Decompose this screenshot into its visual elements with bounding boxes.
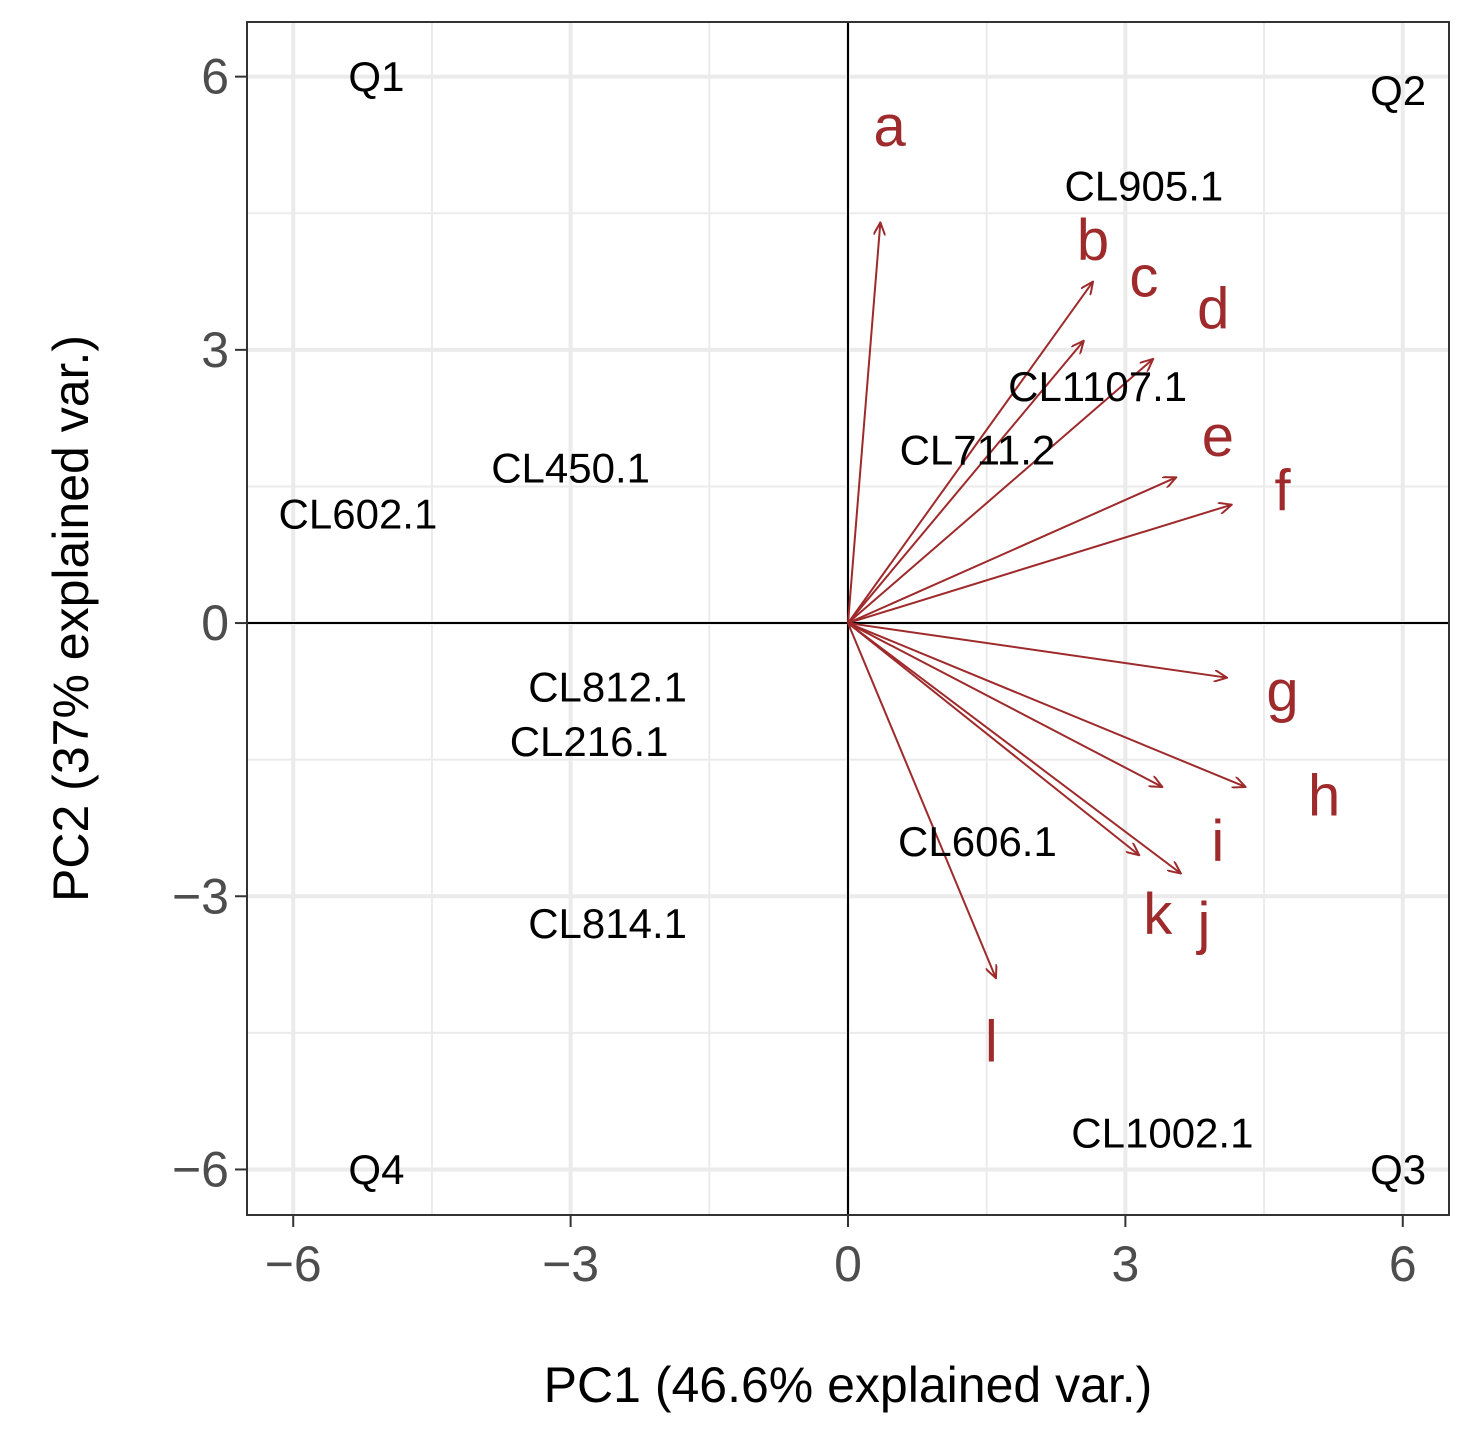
loading-arrows [847, 222, 1246, 978]
loading-arrow-b [847, 282, 1093, 624]
variable-label: h [1308, 764, 1340, 829]
x-axis-title: PC1 (46.6% explained var.) [544, 1357, 1153, 1413]
point-label: CL216.1 [510, 718, 669, 765]
variable-label: b [1077, 208, 1109, 273]
variable-label: a [873, 94, 906, 159]
quadrant-label: Q3 [1370, 1146, 1426, 1193]
variable-label: i [1211, 809, 1224, 874]
loading-arrow-f [847, 505, 1232, 625]
point-label: CL1002.1 [1071, 1110, 1253, 1157]
variable-label: k [1143, 882, 1173, 947]
loading-arrow-e [847, 477, 1176, 624]
loading-arrow-l [847, 622, 996, 978]
y-tick-label: 3 [201, 322, 229, 378]
loading-arrow-i [847, 622, 1162, 787]
quadrant-label: Q1 [348, 53, 404, 100]
variable-label: g [1266, 659, 1298, 724]
loading-arrow-g [847, 622, 1227, 678]
quadrant-label: Q2 [1370, 67, 1426, 114]
x-tick-label: −3 [542, 1236, 599, 1292]
y-axis-title: PC2 (37% explained var.) [43, 335, 99, 902]
labels: CL905.1 CL1107.1 CL711.2 CL450.1 CL602.1 CL81… [279, 53, 1427, 1193]
point-label: CL814.1 [528, 900, 687, 947]
variable-label: f [1275, 459, 1292, 524]
loading-arrow-a [847, 222, 880, 624]
x-tick-label: 0 [834, 1236, 862, 1292]
point-label: CL812.1 [528, 663, 687, 710]
point-label: CL450.1 [491, 445, 650, 492]
point-label: CL711.2 [900, 427, 1056, 474]
loading-arrow-k [847, 622, 1139, 855]
variable-label: e [1202, 404, 1234, 469]
y-tick-label: −3 [172, 868, 229, 924]
y-tick-label: 6 [201, 49, 229, 105]
point-label: CL606.1 [898, 818, 1057, 865]
point-label: CL905.1 [1064, 162, 1223, 209]
y-tick-label: −6 [172, 1141, 229, 1197]
point-label: CL602.1 [279, 490, 438, 537]
loading-arrow-c [847, 341, 1084, 624]
variable-label: l [985, 1009, 998, 1074]
variable-label: j [1196, 891, 1211, 956]
quadrant-label: Q4 [348, 1146, 404, 1193]
variable-label: d [1197, 276, 1229, 341]
loading-arrow-h [847, 622, 1246, 787]
variable-label: c [1129, 244, 1158, 309]
x-tick-label: −6 [265, 1236, 322, 1292]
loading-arrow-d [847, 359, 1153, 624]
y-tick-label: 0 [201, 595, 229, 651]
x-tick-label: 6 [1389, 1236, 1417, 1292]
loading-arrow-j [847, 622, 1181, 873]
point-label: CL1107.1 [1008, 363, 1187, 410]
axis-ticks: −6 −3 0 3 6 −6 −3 0 3 6 [172, 49, 1417, 1292]
x-tick-label: 3 [1111, 1236, 1139, 1292]
